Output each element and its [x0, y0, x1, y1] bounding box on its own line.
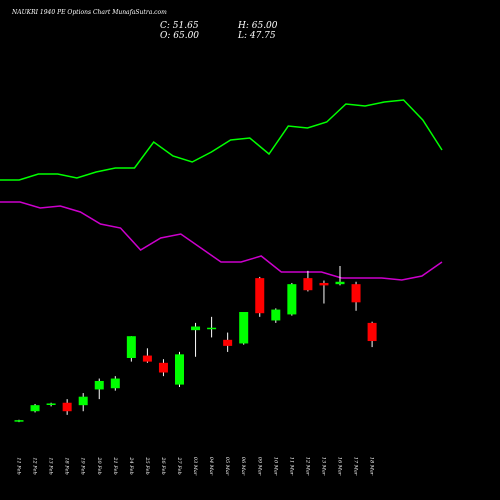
x-tick-label: 13 Mar	[320, 457, 326, 476]
x-tick-label: 11 Mar	[288, 457, 294, 476]
x-tick-label: 04 Mar	[208, 457, 214, 476]
candle	[303, 270, 313, 292]
candle-body	[14, 420, 24, 422]
x-tick-label: 16 Mar	[337, 457, 343, 476]
candle-body	[110, 378, 120, 389]
candle	[191, 322, 201, 357]
x-tick-label: 12 Mar	[304, 457, 310, 476]
candle	[78, 393, 88, 412]
indicator-line	[0, 99, 443, 181]
candle-body	[239, 312, 249, 344]
x-tick-label: 09 Mar	[256, 457, 262, 476]
indicator-lines	[0, 99, 443, 281]
candle-body	[94, 380, 104, 390]
candle-body	[351, 284, 361, 303]
x-tick-label: 17 Mar	[353, 457, 359, 476]
x-tick-label: 21 Feb	[112, 456, 118, 474]
candle-body	[207, 327, 217, 330]
x-tick-label: 03 Mar	[192, 457, 198, 476]
candle	[46, 402, 56, 407]
candle	[287, 282, 297, 316]
candle	[223, 332, 233, 352]
x-tick-label: 19 Feb	[80, 457, 86, 474]
candle	[319, 280, 329, 304]
x-tick-label: 25 Feb	[144, 456, 150, 474]
candle	[94, 378, 104, 400]
open-value: O: 65.00	[160, 31, 199, 41]
candle-body	[142, 355, 152, 362]
candle	[62, 399, 72, 415]
candle-body	[319, 282, 329, 286]
candle-body	[303, 278, 313, 291]
candle-body	[158, 362, 168, 373]
x-tick-label: 18 Feb	[64, 457, 70, 474]
candles	[14, 266, 377, 423]
candle-body	[62, 402, 72, 412]
x-tick-label: 05 Mar	[224, 457, 230, 476]
candle-body	[191, 326, 201, 331]
candle	[351, 281, 361, 311]
candle	[142, 348, 152, 363]
x-tick-label: 10 Mar	[272, 457, 278, 476]
candle-body	[126, 336, 136, 358]
x-tick-label: 18 Mar	[369, 457, 375, 476]
candle	[110, 376, 120, 391]
candle	[255, 276, 265, 317]
candle	[367, 321, 377, 348]
candle	[30, 403, 40, 413]
low-value: L: 47.75	[237, 31, 276, 41]
candle-body	[287, 284, 297, 315]
candle	[207, 316, 217, 338]
candle	[175, 351, 184, 388]
x-tick-label: 13 Feb	[48, 457, 54, 474]
candle	[335, 266, 345, 286]
close-value: C: 51.65	[160, 21, 199, 31]
x-tick-label: 06 Mar	[240, 457, 246, 476]
chart-title: NAUKRI 1940 PE Options Chart MunafaSutra…	[11, 9, 167, 16]
x-tick-label: 20 Feb	[96, 456, 102, 474]
x-tick-label: 27 Feb	[176, 456, 182, 474]
high-value: H: 65.00	[237, 21, 278, 31]
candle-body	[46, 403, 56, 405]
candle	[158, 359, 168, 377]
candle-body	[78, 396, 88, 406]
x-tick-label: 26 Feb	[160, 456, 166, 474]
x-tick-label: 11 Feb	[16, 457, 22, 474]
x-axis: 11 Feb 12 Feb 13 Feb 18 Feb 19 Feb 20 Feb 21 F…	[16, 456, 375, 475]
candle	[239, 312, 249, 345]
candle-body	[367, 322, 377, 342]
indicator-line	[0, 201, 443, 281]
candle-body	[30, 405, 40, 412]
x-tick-label: 24 Feb	[128, 456, 134, 474]
candle	[126, 336, 136, 362]
candle-body	[335, 281, 345, 285]
candle-body	[255, 278, 265, 314]
candle-body	[223, 339, 233, 346]
candle	[14, 419, 24, 423]
candle-body	[271, 309, 281, 321]
candle	[271, 308, 281, 323]
x-tick-label: 12 Feb	[32, 457, 38, 474]
candle-body	[175, 354, 184, 385]
